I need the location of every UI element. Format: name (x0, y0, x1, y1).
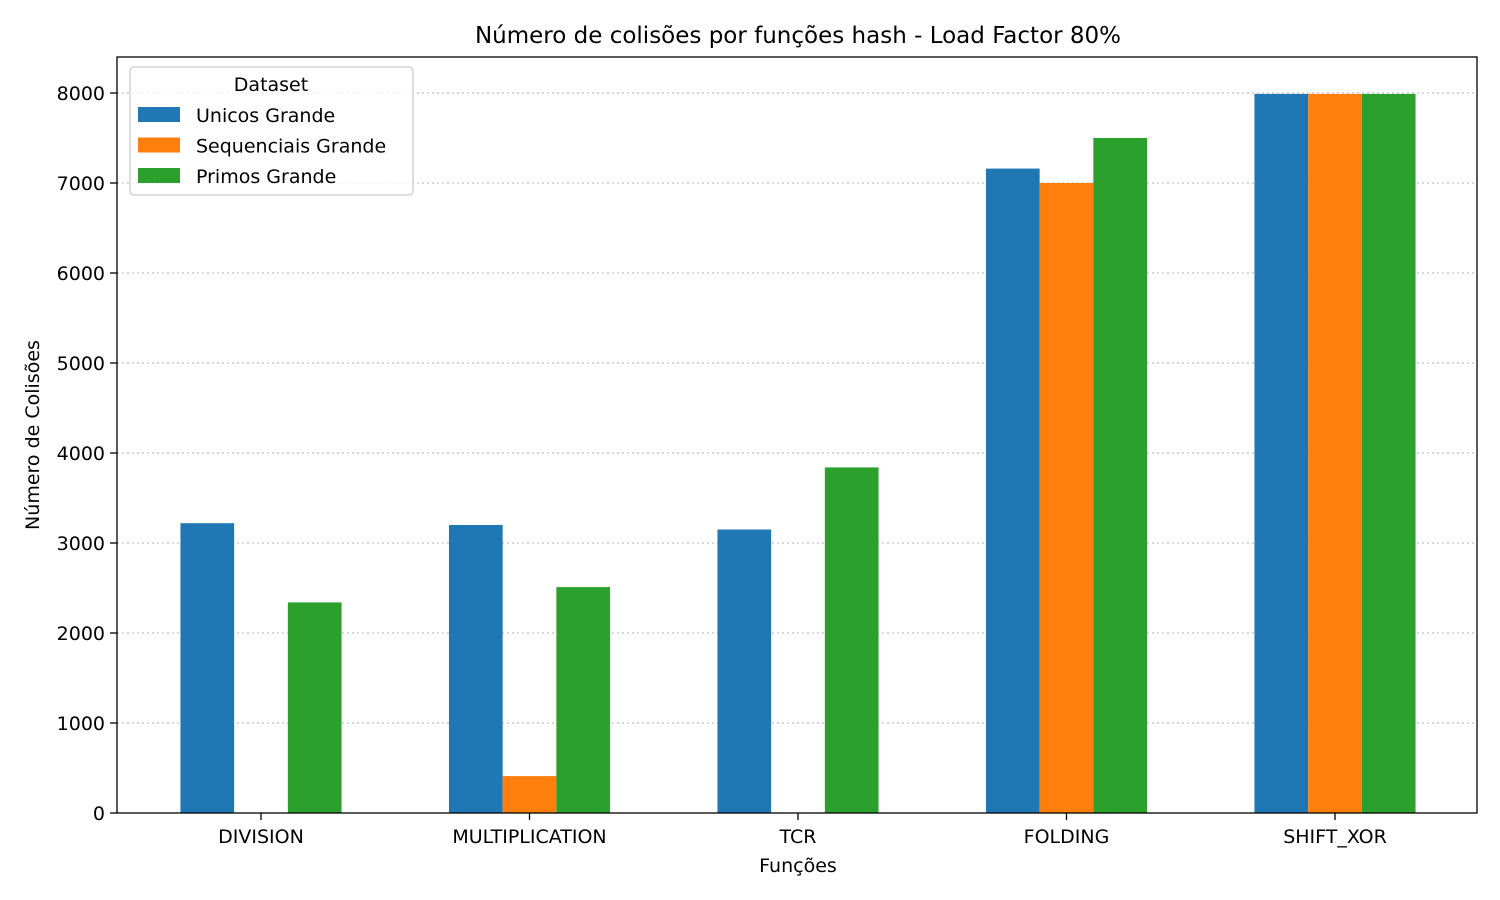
bar (1361, 93, 1416, 813)
x-tick-label: TCR (779, 826, 817, 848)
y-tick-label: 5000 (57, 353, 105, 375)
legend-swatch (138, 168, 180, 183)
bar (1254, 93, 1309, 813)
bar (502, 776, 557, 813)
bar (448, 525, 503, 813)
bar (1093, 138, 1148, 813)
bar (1039, 183, 1094, 813)
bar (985, 168, 1040, 814)
y-tick-label: 3000 (57, 533, 105, 555)
bar (287, 602, 342, 813)
y-tick-label: 8000 (57, 83, 105, 105)
y-tick-label: 6000 (57, 263, 105, 285)
legend-box (129, 66, 414, 196)
x-axis-label: Funções (759, 855, 837, 877)
y-tick-label: 7000 (57, 173, 105, 195)
legend-title: Dataset (234, 74, 308, 96)
y-tick-label: 0 (93, 803, 105, 825)
legend: Dataset Unicos Grande Sequenciais Grande Pr… (129, 66, 414, 196)
x-tick-label: SHIFT_XOR (1283, 826, 1387, 848)
y-tick-label: 4000 (57, 443, 105, 465)
x-tick-label: MULTIPLICATION (452, 826, 606, 848)
legend-label: Primos Grande (196, 166, 336, 188)
legend-label: Unicos Grande (196, 105, 335, 127)
bars (180, 93, 1416, 814)
plot-frame (116, 56, 1478, 814)
x-tick-label: FOLDING (1024, 826, 1110, 848)
legend-swatch (138, 137, 180, 153)
y-axis-label: Número de Colisões (22, 340, 44, 530)
x-axis: DIVISION MULTIPLICATION TCR FOLDING SHIFT_XO… (218, 813, 1387, 848)
legend-label: Sequenciais Grande (196, 136, 386, 158)
x-tick-label: DIVISION (218, 826, 304, 848)
bar (556, 587, 611, 813)
bar (824, 467, 879, 813)
bar (1308, 93, 1362, 813)
y-axis: 0 1000 2000 3000 4000 5000 6000 7000 8000 (57, 83, 117, 825)
bar (717, 529, 772, 813)
legend-swatch (138, 107, 180, 122)
y-tick-label: 1000 (57, 713, 105, 735)
y-tick-label: 2000 (57, 623, 105, 645)
bar (180, 523, 235, 813)
chart-title: Número de colisões por funções hash - Lo… (475, 23, 1121, 49)
